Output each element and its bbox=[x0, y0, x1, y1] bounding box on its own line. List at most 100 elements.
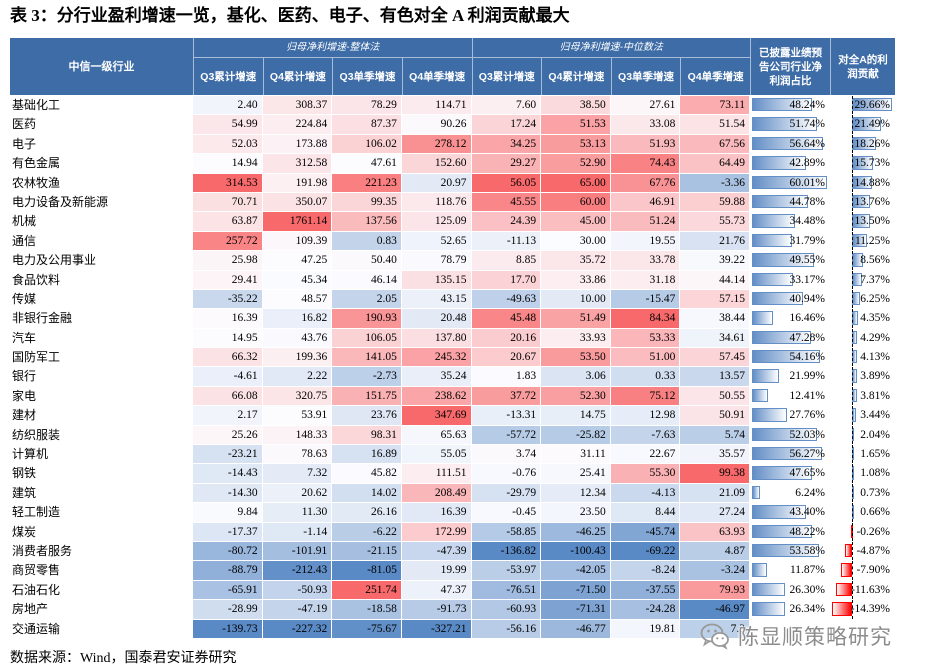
overall-q4-quarter-cell: 90.26 bbox=[401, 115, 472, 135]
overall-q3-cumulative-cell: 54.99 bbox=[193, 115, 263, 135]
overall-q3-quarter-cell: 251.74 bbox=[332, 580, 402, 601]
median-q3-cumulative-cell: 24.39 bbox=[471, 212, 542, 232]
profit-share-bar bbox=[752, 272, 794, 286]
overall-q3-quarter-cell: 137.56 bbox=[332, 212, 402, 232]
overall-q4-cumulative-cell: -101.91 bbox=[262, 541, 333, 562]
profit-contribution-value: 0.66% bbox=[860, 506, 890, 519]
overall-q3-cumulative-cell: 52.03 bbox=[193, 134, 263, 155]
overall-q3-cumulative-cell: -28.99 bbox=[193, 600, 263, 620]
median-q4-cumulative-cell: -25.82 bbox=[541, 425, 611, 446]
overall-q4-quarter-cell: 347.69 bbox=[401, 406, 472, 426]
data-source-note: 数据来源：Wind，国泰君安证券研究 bbox=[10, 651, 237, 666]
overall-q4-quarter-cell: 19.99 bbox=[401, 561, 472, 581]
industry-name-cell: 非银行金融 bbox=[10, 309, 193, 329]
profit-contribution-value: 15.73% bbox=[854, 157, 890, 170]
median-q3-quarter-cell: 0.33 bbox=[610, 367, 681, 387]
table-row: 轻工制造 9.84 11.30 26.16 16.39 -0.45 23.50 8.44 27.… bbox=[10, 503, 895, 523]
profit-share-cell: 60.01% bbox=[750, 173, 830, 193]
median-q3-cumulative-cell: 56.05 bbox=[471, 173, 542, 193]
profit-share-cell: 26.30% bbox=[750, 580, 830, 601]
header-median-q4-cumulative: Q4累计增速 bbox=[541, 58, 611, 95]
industry-name-cell: 商贸零售 bbox=[10, 561, 193, 581]
median-q3-quarter-cell: 19.55 bbox=[610, 231, 681, 252]
table-row: 电力及公用事业 25.98 47.25 50.40 78.79 8.85 35.72 33.7… bbox=[10, 251, 895, 271]
table-row: 煤炭 -17.37 -1.14 -6.22 172.99 -58.85 -46.25 -45.… bbox=[10, 522, 895, 542]
header-median-q3-quarter: Q3单季增速 bbox=[610, 58, 681, 95]
median-q4-quarter-cell: 13.57 bbox=[680, 367, 750, 387]
profit-contribution-cell: -7.90% bbox=[830, 561, 895, 581]
profit-share-bar bbox=[752, 98, 813, 112]
profit-share-bar bbox=[752, 175, 827, 189]
contribution-axis-line bbox=[851, 96, 853, 115]
overall-q4-quarter-cell: 78.79 bbox=[401, 251, 472, 271]
profit-share-cell: 31.79% bbox=[750, 231, 830, 252]
overall-q4-cumulative-cell: -47.19 bbox=[262, 600, 333, 620]
profit-contribution-value: -11.63% bbox=[851, 583, 890, 596]
overall-q3-cumulative-cell: -4.61 bbox=[193, 367, 263, 387]
median-q4-quarter-cell: 57.45 bbox=[680, 348, 750, 368]
header-group-median: 归母净利增速-中位数法 bbox=[471, 38, 750, 58]
median-q4-quarter-cell: 50.91 bbox=[680, 406, 750, 426]
median-q3-cumulative-cell: 45.55 bbox=[471, 192, 542, 213]
overall-q3-quarter-cell: 106.05 bbox=[332, 328, 402, 349]
table-row: 银行 -4.61 2.22 -2.73 35.24 1.83 3.06 0.33 13.57 21… bbox=[10, 367, 895, 387]
contribution-axis-line bbox=[851, 192, 853, 212]
median-q3-quarter-cell: -15.47 bbox=[610, 289, 681, 310]
contribution-axis-line bbox=[851, 154, 853, 173]
overall-q3-quarter-cell: 98.31 bbox=[332, 425, 402, 446]
industry-name-cell: 钢铁 bbox=[10, 464, 193, 484]
median-q4-quarter-cell: 59.88 bbox=[680, 192, 750, 213]
profit-contribution-cell: 0.73% bbox=[830, 483, 895, 504]
profit-contribution-cell: 3.44% bbox=[830, 406, 895, 426]
overall-q3-cumulative-cell: 9.84 bbox=[193, 503, 263, 523]
contribution-axis-line bbox=[851, 251, 853, 270]
overall-q4-quarter-cell: 43.15 bbox=[401, 289, 472, 310]
overall-q4-cumulative-cell: 45.34 bbox=[262, 270, 333, 290]
table-row: 医药 54.99 224.84 87.37 90.26 17.24 51.53 33.08 51… bbox=[10, 115, 895, 135]
overall-q3-quarter-cell: -81.05 bbox=[332, 561, 402, 581]
table-row: 食品饮料 29.41 45.34 46.14 135.15 17.70 33.86 31.18… bbox=[10, 270, 895, 290]
median-q4-quarter-cell: 44.14 bbox=[680, 270, 750, 290]
overall-q4-cumulative-cell: -212.43 bbox=[262, 561, 333, 581]
industry-name-cell: 电力设备及新能源 bbox=[10, 192, 193, 213]
overall-q4-quarter-cell: 35.24 bbox=[401, 367, 472, 387]
overall-q3-quarter-cell: -2.73 bbox=[332, 367, 402, 387]
contribution-axis-line bbox=[851, 464, 853, 483]
overall-q3-cumulative-cell: -23.21 bbox=[193, 445, 263, 465]
profit-share-cell: 48.24% bbox=[750, 96, 830, 116]
contribution-axis-line bbox=[851, 212, 853, 231]
median-q4-cumulative-cell: -71.50 bbox=[541, 580, 611, 601]
profit-share-cell: 56.64% bbox=[750, 134, 830, 155]
median-q4-quarter-cell: 73.11 bbox=[680, 96, 750, 116]
profit-share-value: 48.22% bbox=[789, 525, 825, 538]
table-row: 石油石化 -65.91 -50.93 251.74 47.37 -76.51 -71.50-… bbox=[10, 580, 895, 601]
table-row: 消费者服务 -80.72 -101.91 -21.15 -47.39 -136.82 -10… bbox=[10, 541, 895, 562]
profit-share-value: 31.79% bbox=[789, 234, 825, 247]
industry-name-cell: 有色金属 bbox=[10, 154, 193, 174]
median-q3-quarter-cell: -24.28 bbox=[610, 600, 681, 620]
overall-q3-quarter-cell: 45.82 bbox=[332, 464, 402, 484]
contribution-axis-line bbox=[851, 483, 853, 503]
median-q4-cumulative-cell: 65.00 bbox=[541, 173, 611, 193]
profit-contribution-cell: 0.66% bbox=[830, 503, 895, 523]
median-q4-quarter-cell: 51.54 bbox=[680, 115, 750, 135]
median-q3-quarter-cell: 53.33 bbox=[610, 328, 681, 349]
median-q4-cumulative-cell: 33.86 bbox=[541, 270, 611, 290]
overall-q3-quarter-cell: 0.83 bbox=[332, 231, 402, 252]
contribution-axis-line bbox=[851, 580, 853, 600]
industry-name-cell: 建材 bbox=[10, 406, 193, 426]
table-row: 机械 63.87 1761.14 137.56 125.09 24.39 45.00 51.2… bbox=[10, 212, 895, 232]
overall-q4-cumulative-cell: 78.63 bbox=[262, 445, 333, 465]
overall-q3-cumulative-cell: 16.39 bbox=[193, 309, 263, 329]
table-row: 交通运输 -139.73 -227.32 -75.67 -327.21 -56.16 -46… bbox=[10, 619, 895, 639]
profit-share-cell: 33.17% bbox=[750, 270, 830, 290]
profit-share-bar bbox=[752, 330, 812, 345]
profit-contribution-cell: 18.26% bbox=[830, 134, 895, 155]
median-q4-cumulative-cell: 53.50 bbox=[541, 348, 611, 368]
contribution-axis-line bbox=[851, 270, 853, 289]
median-q3-quarter-cell: 27.61 bbox=[610, 96, 681, 116]
industry-name-cell: 建筑 bbox=[10, 483, 193, 504]
industry-name-cell: 电子 bbox=[10, 134, 193, 155]
overall-q4-cumulative-cell: 191.98 bbox=[262, 173, 333, 193]
